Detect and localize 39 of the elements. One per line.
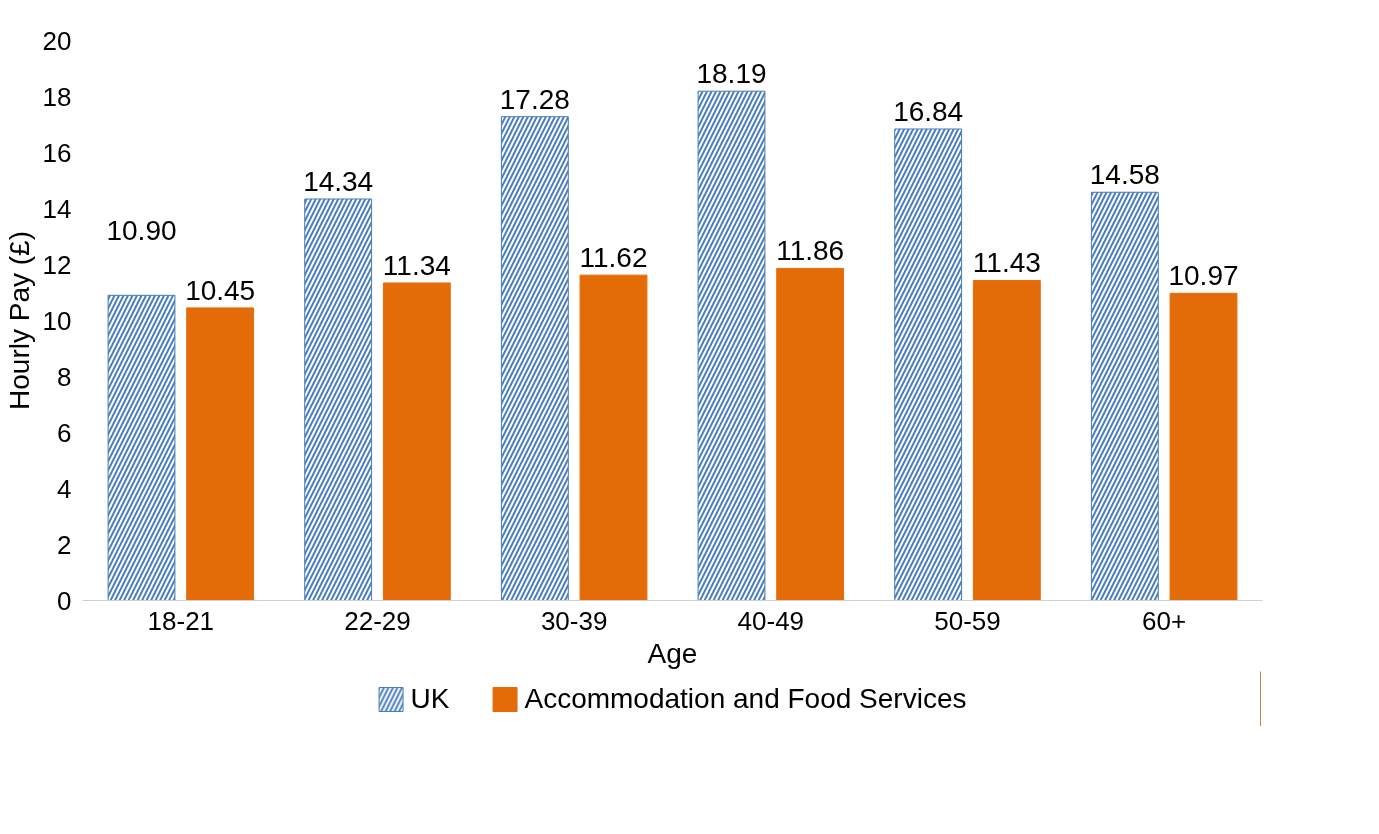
y-tick-label: 10: [42, 305, 72, 336]
bar: [776, 267, 845, 601]
data-label: 10.97: [1168, 260, 1239, 292]
x-tick-label: 50-59: [934, 605, 1001, 636]
x-tick-label: 18-21: [147, 605, 215, 636]
legend-label: Accommodation and Food Services: [524, 682, 967, 715]
bar: [579, 274, 648, 601]
y-tick-label: 18: [42, 81, 72, 112]
x-tick-label: 30-39: [540, 605, 608, 636]
y-tick-label: 14: [42, 193, 72, 224]
y-tick-label: 12: [42, 249, 72, 280]
y-tick-label: 2: [57, 529, 72, 560]
x-tick-label: 40-49: [737, 605, 805, 636]
data-label: 10.90: [106, 215, 177, 247]
data-label: 11.43: [972, 247, 1041, 279]
y-tick-label: 16: [42, 137, 72, 168]
y-tick-label: 20: [42, 25, 72, 56]
data-label: 14.34: [303, 165, 374, 197]
bar: [1169, 292, 1238, 601]
y-tick-label: 4: [57, 473, 72, 504]
data-label: 10.45: [185, 274, 256, 306]
x-tick-label: 60+: [1142, 605, 1187, 636]
data-label: 11.62: [579, 242, 648, 274]
data-label: 18.19: [696, 58, 767, 90]
legend-label: UK: [410, 682, 450, 715]
y-tick-label: 6: [57, 417, 72, 448]
y-axis-title: Hourly Pay (£): [3, 231, 35, 410]
bar: [186, 307, 255, 601]
data-label: 14.58: [1089, 159, 1160, 191]
bar: [382, 282, 451, 601]
data-label: 11.34: [382, 249, 451, 281]
x-tick-label: 22-29: [344, 605, 411, 636]
y-tick-label: 0: [57, 585, 72, 616]
x-axis-title: Age: [647, 637, 698, 669]
data-label: 11.86: [776, 235, 845, 267]
y-tick-label: 8: [57, 361, 72, 392]
data-label: 17.28: [499, 83, 570, 115]
bar: [972, 279, 1041, 601]
data-label: 16.84: [893, 95, 964, 127]
